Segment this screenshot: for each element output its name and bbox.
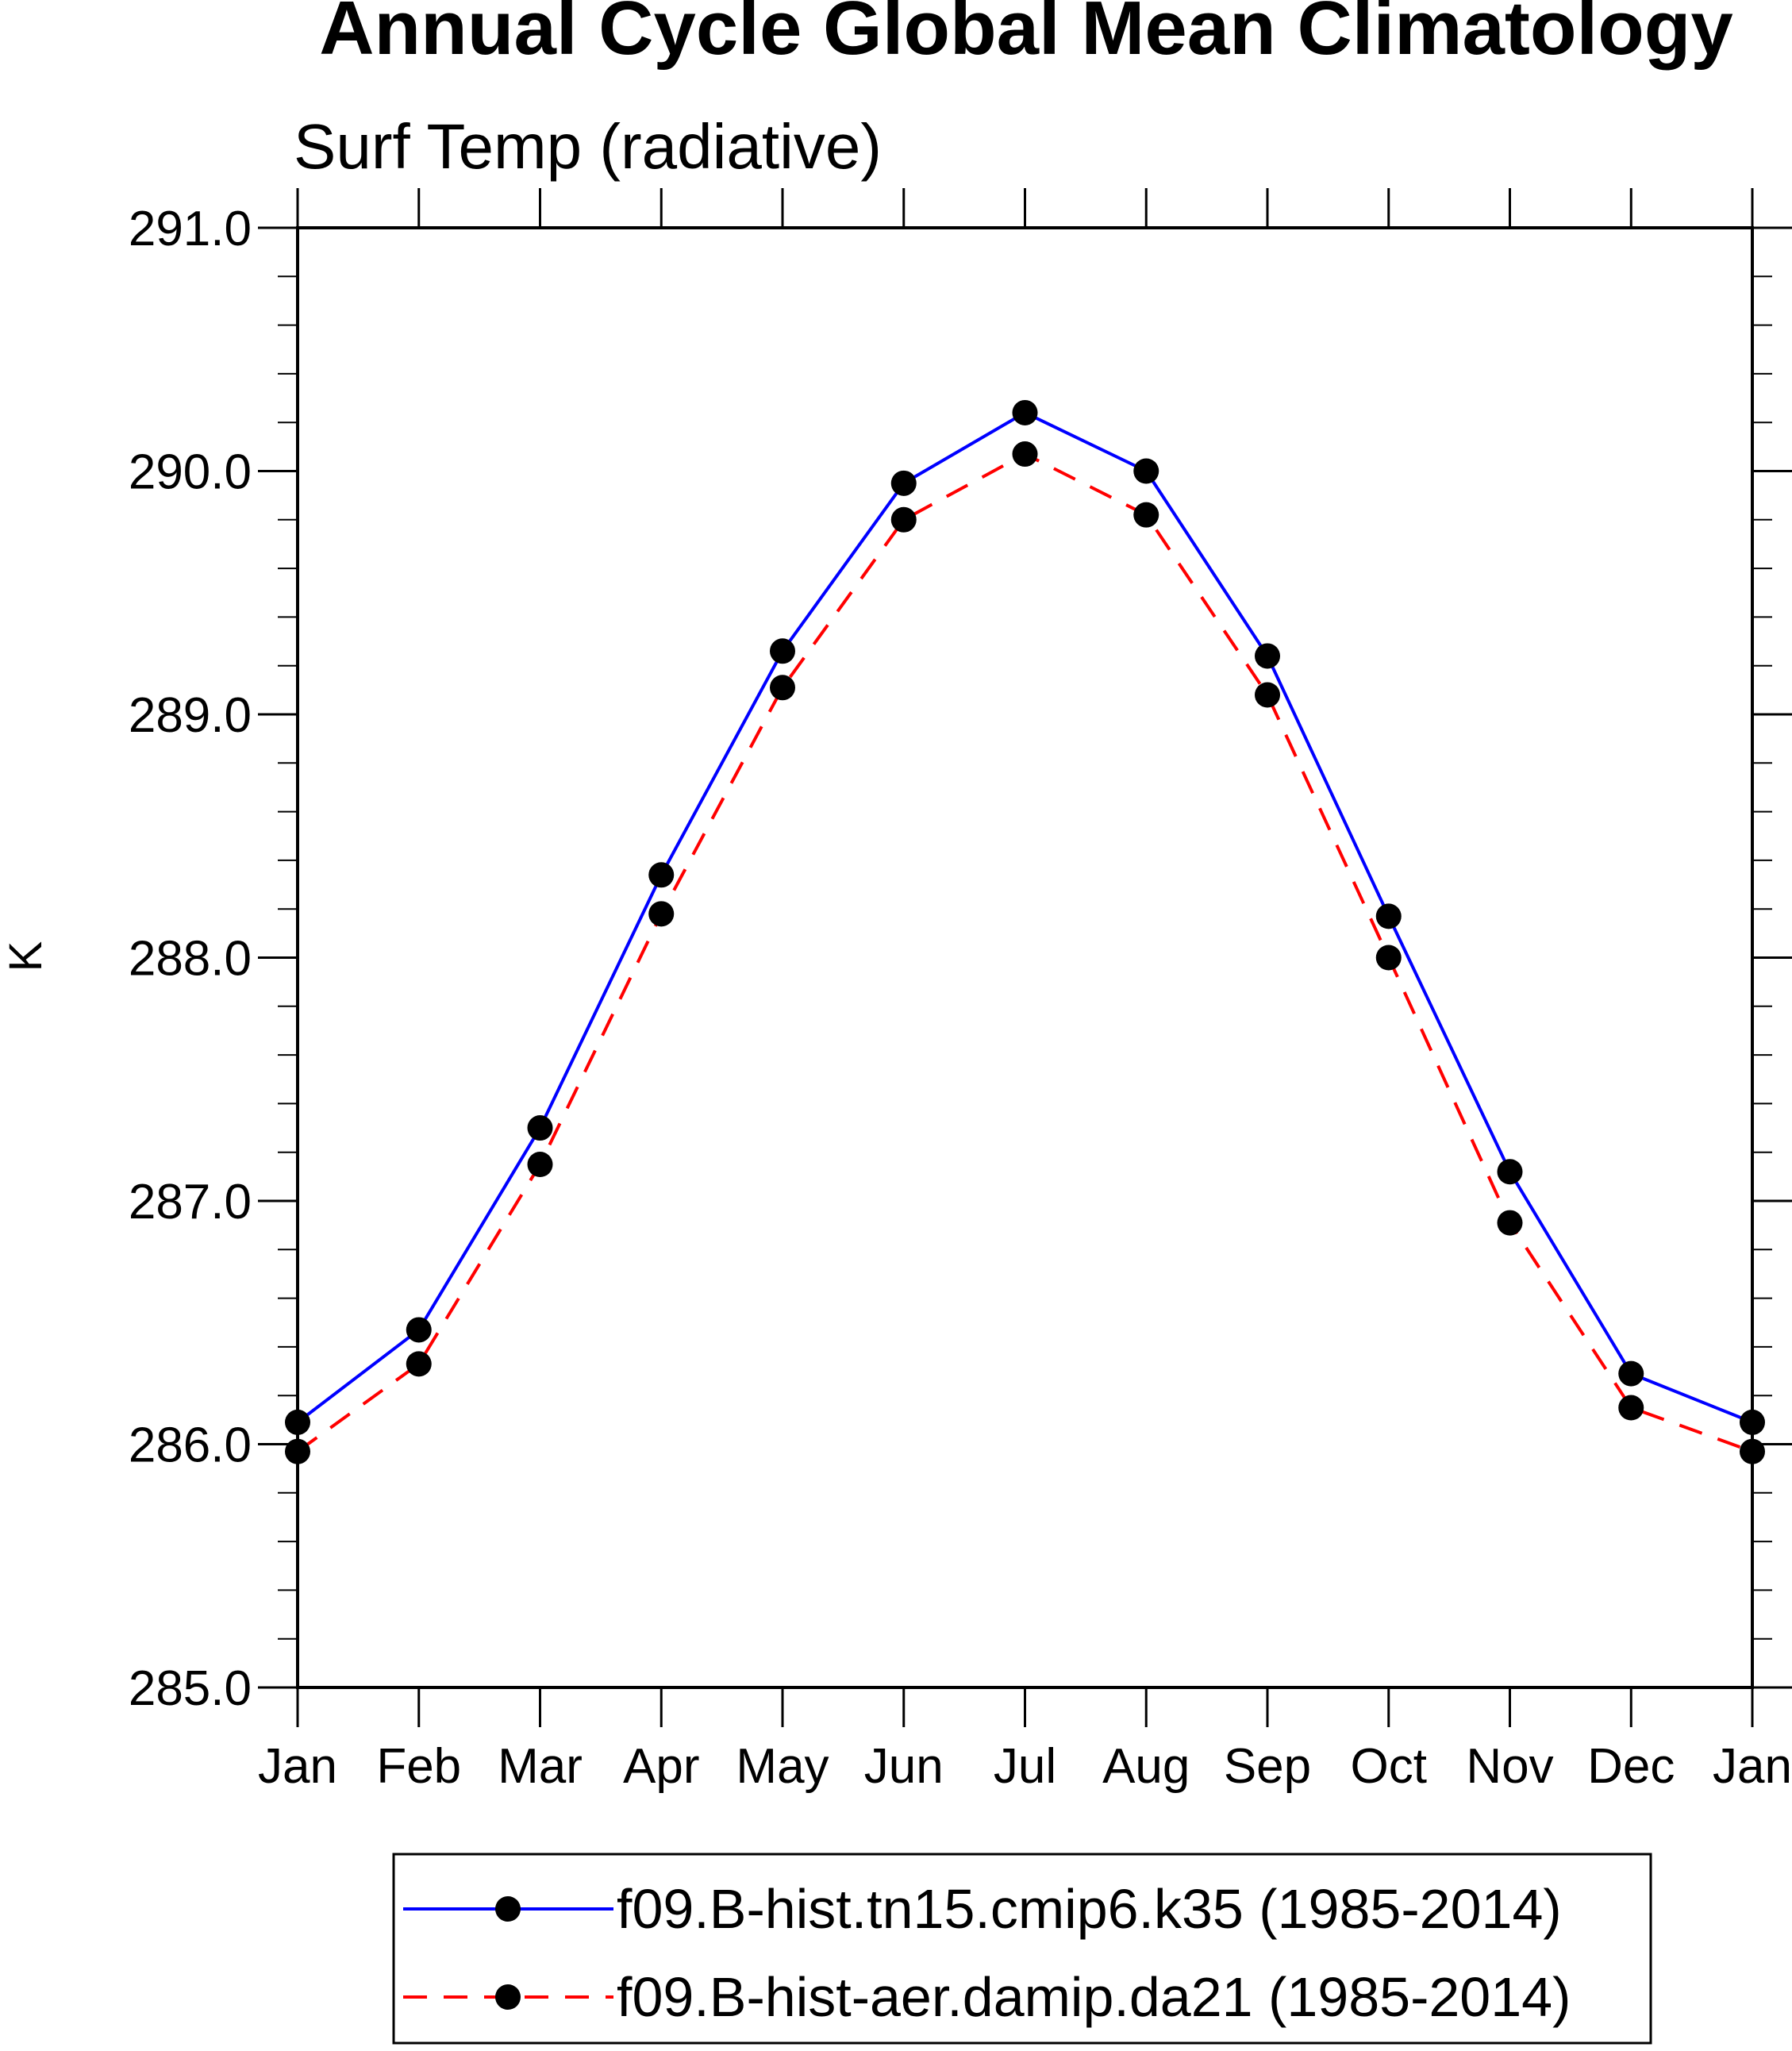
- data-point-series-1: [890, 506, 917, 533]
- x-tick-label: Jan: [258, 1739, 337, 1794]
- x-tick-label: Apr: [623, 1739, 699, 1794]
- y-tick-label: 290.0: [129, 445, 252, 500]
- data-point-series-0: [527, 1115, 553, 1141]
- x-tick-label: Jan: [1713, 1739, 1792, 1794]
- x-tick-label: Oct: [1351, 1739, 1427, 1794]
- series-line-1: [296, 452, 1753, 1453]
- data-point-series-1: [1375, 945, 1402, 971]
- data-point-series-0: [890, 470, 917, 496]
- legend-marker-series-1: [495, 1984, 521, 2010]
- data-point-series-0: [648, 862, 675, 888]
- chart-subtitle: Surf Temp (radiative): [294, 111, 882, 182]
- data-point-series-0: [406, 1317, 432, 1343]
- y-tick-labels: 285.0 286.0 287.0 288.0 289.0 290.0 291.0: [129, 202, 252, 1716]
- data-point-series-0: [1375, 903, 1402, 929]
- y-tick-label: 291.0: [129, 202, 252, 256]
- x-tick-label: Jun: [864, 1739, 944, 1794]
- data-point-series-1: [1133, 502, 1159, 528]
- y-tick-label: 287.0: [129, 1175, 252, 1229]
- data-point-series-1: [1012, 441, 1038, 468]
- y-axis-label: K: [0, 941, 52, 972]
- data-point-series-1: [406, 1351, 432, 1377]
- plot-frame: [296, 226, 1754, 1689]
- data-point-series-1: [770, 675, 795, 701]
- legend-label-series-0: f09.B-hist.tn15.cmip6.k35 (1985-2014): [617, 1878, 1562, 1940]
- x-tick-labels: Jan Feb Mar Apr May Jun Jul Aug Sep Oct Nov Dec Jan: [258, 1739, 1792, 1794]
- x-tick-label: Mar: [498, 1739, 583, 1794]
- y-tick-label: 288.0: [129, 932, 252, 987]
- y-tick-label: 289.0: [129, 688, 252, 743]
- legend-label-series-1: f09.B-hist-aer.damip.da21 (1985-2014): [617, 1966, 1571, 2028]
- x-tick-label: Aug: [1102, 1739, 1190, 1794]
- data-point-series-1: [285, 1438, 310, 1464]
- legend-marker-series-0: [495, 1896, 521, 1922]
- data-point-series-1: [1618, 1395, 1644, 1421]
- legend-box: [392, 1853, 1652, 2045]
- x-tick-label: May: [736, 1739, 829, 1794]
- data-point-series-0: [1740, 1409, 1765, 1435]
- legend: f09.B-hist.tn15.cmip6.k35 (1985-2014) f0…: [392, 1853, 1652, 2045]
- x-tick-label: Dec: [1587, 1739, 1675, 1794]
- data-point-series-0: [1618, 1360, 1644, 1387]
- data-point-series-0: [770, 638, 795, 664]
- data-point-series-0: [285, 1409, 310, 1435]
- x-tick-label: Nov: [1466, 1739, 1553, 1794]
- chart-title: Annual Cycle Global Mean Climatology: [319, 0, 1733, 71]
- y-tick-label: 286.0: [129, 1418, 252, 1473]
- series-line-0: [296, 410, 1753, 1424]
- data-point-series-0: [1133, 458, 1159, 484]
- series-layer: [285, 399, 1765, 1464]
- data-point-series-1: [1255, 682, 1280, 708]
- data-point-series-0: [1255, 643, 1280, 669]
- x-tick-label: Jul: [994, 1739, 1056, 1794]
- x-tick-label: Feb: [376, 1739, 461, 1794]
- data-point-series-1: [1497, 1210, 1523, 1236]
- axis-ticks: [258, 188, 1792, 1727]
- data-point-series-1: [1740, 1438, 1765, 1464]
- data-point-series-1: [648, 901, 675, 927]
- data-point-series-0: [1497, 1159, 1523, 1185]
- data-point-series-0: [1012, 399, 1038, 425]
- data-point-series-1: [527, 1152, 553, 1178]
- x-tick-label: Sep: [1224, 1739, 1311, 1794]
- y-tick-label: 285.0: [129, 1661, 252, 1716]
